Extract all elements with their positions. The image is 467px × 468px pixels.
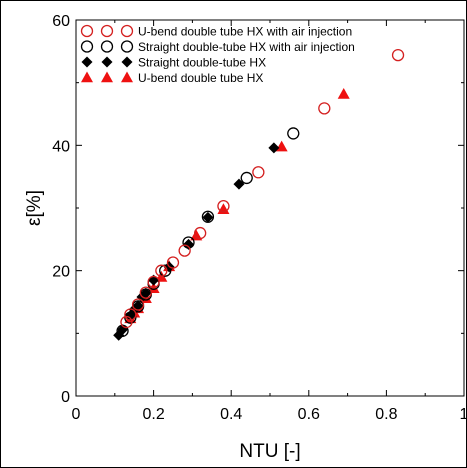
data-point [132,300,144,312]
data-point [318,102,331,115]
data-point [190,229,203,241]
data-point [391,48,405,62]
data-point [182,236,195,249]
data-point [337,87,350,99]
legend-marker [120,40,134,53]
data-point [201,210,215,223]
legend-marker [80,24,94,38]
x-axis-label: NTU [-] [239,441,300,462]
x-tick-label: 0.4 [220,406,242,423]
data-point [147,275,160,289]
data-point [268,142,280,154]
legend-entry: U-bend double tube HX with air injection [80,24,352,39]
data-points [113,48,405,341]
y-axis-label: ε[%] [24,190,45,226]
legend: U-bend double tube HX with air injection… [80,24,355,85]
data-point [233,178,245,190]
legend-marker [81,56,93,68]
plot-area [75,19,465,397]
legend-label: Straight double-tube HX [138,56,266,70]
legend-entry: Straight double-tube HX with air injecti… [80,40,355,54]
x-tick-label: 0.6 [298,406,320,423]
data-point [275,140,288,152]
y-tick-label: 40 [52,138,70,155]
legend-entry: U-bend double tube HX [81,71,263,85]
data-point [252,166,265,179]
series-3 [113,142,280,341]
legend-entry: Straight double-tube HX [81,56,266,70]
data-point [139,286,152,299]
data-point [217,199,230,213]
legend-label: U-bend double tube HX with air injection [138,25,352,39]
data-point [124,311,137,324]
y-tick-label: 60 [52,13,70,30]
legend-marker [121,56,133,68]
data-point [240,171,253,185]
data-point [202,211,214,223]
legend-marker [80,40,94,53]
legend-marker [101,56,113,68]
axis-ticks: 0 0.2 0.4 0.6 0.8 1 0 20 40 60 [52,13,467,423]
data-point [140,287,152,299]
legend-marker [100,40,114,53]
data-point [120,315,133,329]
legend-marker [120,24,134,38]
y-tick-label: 20 [52,264,70,281]
data-point [178,244,191,257]
legend-marker [121,71,133,83]
data-point [159,264,172,277]
legend-marker [100,24,114,38]
data-point [131,298,145,311]
plot-border [75,19,465,397]
legend-marker [101,71,113,83]
legend-label: Straight double-tube HX with air injecti… [138,40,355,54]
legend-marker [81,71,93,83]
x-tick-label: 1 [460,406,467,423]
data-point [166,256,180,269]
legend-label: U-bend double tube HX [138,71,263,85]
series-2 [116,127,300,337]
series-1 [120,48,405,329]
y-tick-label: 0 [61,389,70,406]
data-point [124,308,137,321]
x-tick-label: 0.2 [142,406,164,423]
x-tick-label: 0.8 [375,406,397,423]
data-point [155,264,168,277]
x-tick-label: 0 [72,406,81,423]
data-point [194,226,207,240]
data-point [287,127,300,140]
